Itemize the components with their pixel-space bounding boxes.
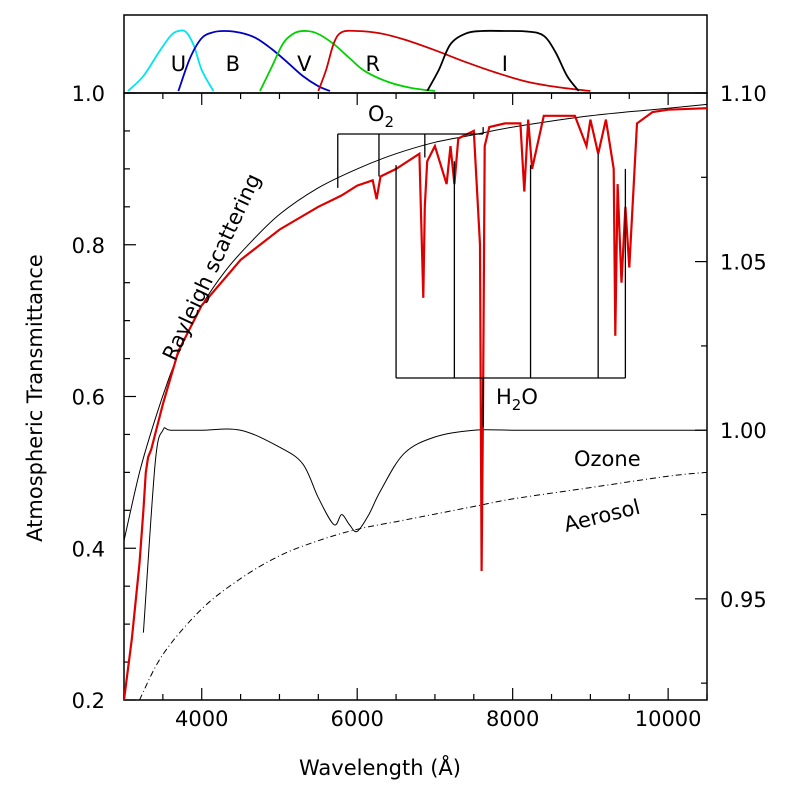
filter-label-U: U xyxy=(171,52,186,76)
series-aerosol xyxy=(139,471,707,700)
axis-ticks xyxy=(123,92,708,701)
x-tick-label: 8000 xyxy=(486,707,539,731)
o2-label: O2 xyxy=(368,102,394,131)
series-ozone xyxy=(142,427,707,633)
x-axis-label: Wavelength (Å) xyxy=(299,754,461,780)
y2-tick-label: 1.00 xyxy=(720,419,767,443)
y-tick-label: 0.2 xyxy=(72,689,105,713)
filter-label-B: B xyxy=(226,52,240,76)
absorption-band-markers xyxy=(337,127,627,427)
h2o-label-subscript: 2 xyxy=(512,396,522,414)
h2o-label-suffix: O xyxy=(521,385,538,409)
filter-curve-U xyxy=(127,29,215,92)
y-tick-label: 0.4 xyxy=(72,537,105,561)
filter-label-I: I xyxy=(502,52,508,76)
filter-curve-R xyxy=(317,29,591,92)
series-rayleigh-scattering xyxy=(124,103,707,541)
y-axis-label: Atmospheric Transmittance xyxy=(23,254,47,542)
y-tick-label: 0.6 xyxy=(72,386,105,410)
h2o-label-main: H xyxy=(496,385,512,409)
x-tick-label: 4000 xyxy=(175,707,228,731)
y-tick-label: 0.8 xyxy=(72,234,105,258)
aerosol-label: Aerosol xyxy=(561,495,642,537)
x-tick-label: 6000 xyxy=(330,707,383,731)
transmittance-panel: 4000 6000 8000 10000 0.2 0.4 0.6 0.8 1.0 0.95 1.00… xyxy=(23,82,767,780)
y2-tick-label: 0.95 xyxy=(720,588,767,612)
filter-curve-B xyxy=(177,30,331,92)
o2-label-main: O xyxy=(368,102,385,126)
axis-tick-labels: 4000 6000 8000 10000 0.2 0.4 0.6 0.8 1.0 0.95 1.00… xyxy=(72,82,767,731)
filter-curve-V xyxy=(259,30,436,92)
filter-panel-frame xyxy=(123,14,708,94)
y2-tick-label: 1.10 xyxy=(720,82,767,106)
filter-label-V: V xyxy=(297,52,312,76)
o2-label-subscript: 2 xyxy=(385,113,395,131)
filter-curve-I xyxy=(426,29,580,92)
plot-frame xyxy=(123,92,708,701)
series-total-transmittance xyxy=(124,107,707,700)
y2-tick-label: 1.05 xyxy=(720,251,767,275)
filter-curves xyxy=(127,29,591,92)
filter-label-R: R xyxy=(365,52,380,76)
x-tick-label: 10000 xyxy=(635,707,702,731)
y-tick-label: 1.0 xyxy=(72,82,105,106)
ozone-label: Ozone xyxy=(574,447,641,471)
h2o-label: H2O xyxy=(496,385,538,414)
rayleigh-scattering-label: Rayleigh scattering xyxy=(158,170,266,364)
main-curves xyxy=(124,103,707,700)
